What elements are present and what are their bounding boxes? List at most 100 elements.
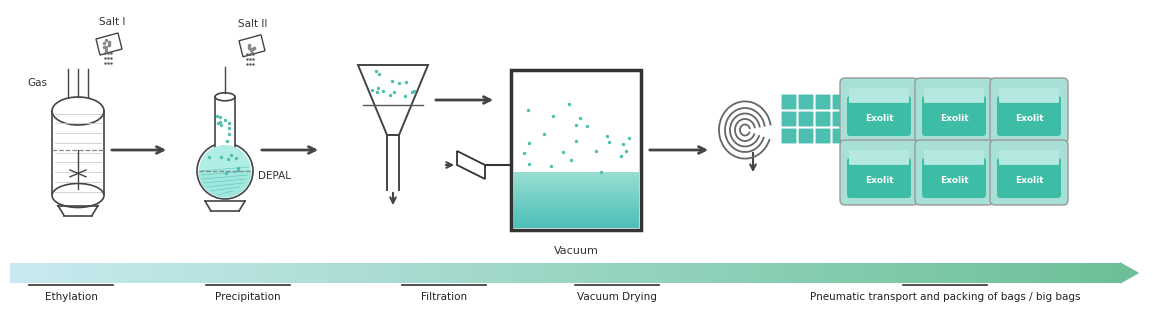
- FancyBboxPatch shape: [798, 94, 814, 110]
- Point: [567, 123, 586, 128]
- Text: Exolit: Exolit: [1015, 177, 1043, 186]
- Point: [397, 79, 415, 85]
- Point: [402, 89, 421, 94]
- Bar: [214, 97, 235, 149]
- Bar: [513, 209, 639, 211]
- Point: [380, 92, 399, 98]
- FancyBboxPatch shape: [922, 96, 986, 136]
- Ellipse shape: [199, 145, 251, 197]
- Bar: [513, 187, 639, 189]
- Point: [578, 124, 596, 129]
- Bar: [513, 211, 639, 213]
- Point: [229, 167, 248, 173]
- Point: [212, 154, 231, 159]
- FancyBboxPatch shape: [998, 88, 1058, 103]
- Point: [612, 154, 631, 159]
- Point: [220, 121, 239, 126]
- Bar: [513, 216, 639, 219]
- Point: [587, 148, 605, 154]
- Point: [383, 78, 401, 84]
- FancyBboxPatch shape: [915, 140, 993, 205]
- Text: Salt I: Salt I: [99, 17, 126, 27]
- Point: [367, 68, 385, 74]
- FancyBboxPatch shape: [798, 111, 814, 127]
- FancyBboxPatch shape: [841, 78, 918, 143]
- Text: DEPAL: DEPAL: [258, 171, 291, 181]
- Point: [601, 139, 619, 145]
- Text: Precipitation: Precipitation: [216, 292, 280, 302]
- Bar: [513, 177, 639, 180]
- FancyBboxPatch shape: [990, 78, 1068, 143]
- Bar: [513, 175, 639, 178]
- FancyBboxPatch shape: [915, 78, 993, 143]
- Bar: [513, 201, 639, 204]
- Polygon shape: [1120, 263, 1138, 283]
- FancyBboxPatch shape: [997, 158, 1061, 198]
- Point: [535, 131, 553, 136]
- FancyBboxPatch shape: [832, 111, 847, 127]
- Point: [211, 120, 229, 125]
- FancyBboxPatch shape: [781, 94, 797, 110]
- Bar: [513, 183, 639, 185]
- Point: [223, 152, 241, 158]
- Text: Salt II: Salt II: [239, 19, 267, 29]
- Point: [363, 87, 382, 93]
- Bar: [513, 203, 639, 206]
- Point: [218, 138, 236, 144]
- Point: [541, 163, 559, 169]
- Point: [519, 108, 537, 113]
- FancyBboxPatch shape: [841, 140, 918, 205]
- Bar: [513, 192, 639, 194]
- Text: Pneumatic transport and packing of bags / big bags: Pneumatic transport and packing of bags …: [811, 292, 1080, 302]
- FancyBboxPatch shape: [998, 150, 1058, 165]
- Text: Filtration: Filtration: [421, 292, 467, 302]
- Bar: [513, 218, 639, 220]
- Ellipse shape: [52, 184, 104, 207]
- FancyBboxPatch shape: [849, 88, 909, 103]
- Ellipse shape: [52, 97, 104, 125]
- Text: Exolit: Exolit: [865, 115, 894, 124]
- Polygon shape: [357, 65, 428, 135]
- Bar: [513, 179, 639, 181]
- Ellipse shape: [197, 143, 253, 199]
- Point: [368, 90, 386, 95]
- Point: [520, 161, 538, 166]
- Polygon shape: [96, 33, 122, 55]
- Bar: [513, 207, 639, 209]
- Bar: [513, 188, 639, 191]
- FancyBboxPatch shape: [815, 128, 831, 144]
- Text: Exolit: Exolit: [865, 177, 894, 186]
- FancyBboxPatch shape: [798, 128, 814, 144]
- Point: [226, 155, 244, 161]
- Point: [390, 80, 408, 85]
- Point: [229, 165, 248, 171]
- FancyBboxPatch shape: [832, 94, 847, 110]
- Bar: [52, 111, 104, 196]
- FancyBboxPatch shape: [847, 158, 911, 198]
- Bar: [513, 222, 639, 224]
- Bar: [513, 198, 639, 200]
- Point: [562, 157, 580, 162]
- Point: [374, 89, 392, 94]
- Bar: [513, 196, 639, 198]
- Point: [216, 117, 234, 123]
- Point: [567, 138, 586, 143]
- Point: [201, 154, 219, 159]
- Bar: [513, 224, 639, 226]
- Text: Exolit: Exolit: [1015, 115, 1043, 124]
- Point: [619, 135, 638, 141]
- Point: [615, 141, 633, 147]
- Point: [395, 93, 414, 98]
- Bar: [513, 214, 639, 217]
- FancyBboxPatch shape: [922, 158, 986, 198]
- Point: [591, 170, 610, 175]
- FancyBboxPatch shape: [924, 150, 984, 165]
- Text: Vacuum Drying: Vacuum Drying: [576, 292, 657, 302]
- Point: [211, 123, 229, 128]
- Bar: [513, 226, 639, 228]
- Bar: [513, 220, 639, 222]
- FancyBboxPatch shape: [781, 128, 797, 144]
- Point: [543, 114, 562, 119]
- Point: [217, 171, 235, 176]
- Point: [370, 71, 389, 76]
